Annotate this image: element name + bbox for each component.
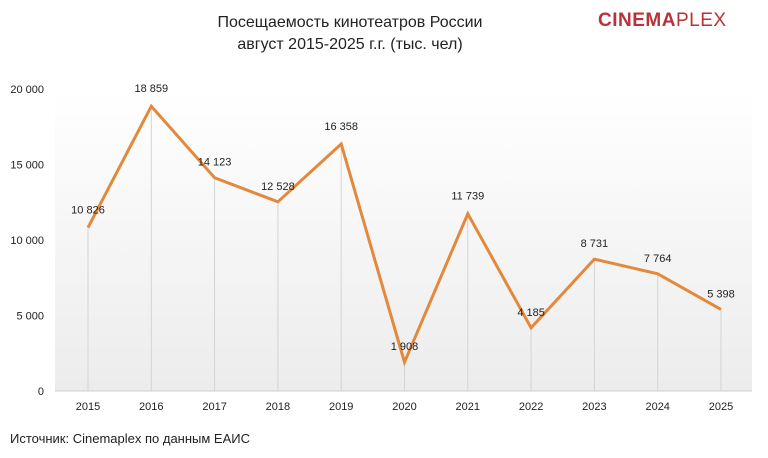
data-label: 18 859 — [134, 83, 168, 95]
chart-title-line1: Посещаемость кинотеатров России — [217, 14, 483, 31]
x-tick-label: 2017 — [202, 401, 226, 413]
data-label: 7 764 — [644, 253, 672, 265]
x-axis-ticks: 2015 2016 2017 2018 2019 2020 2021 2022 2023 2024… — [76, 401, 733, 413]
data-label: 8 731 — [581, 238, 609, 250]
data-label: 10 826 — [71, 205, 105, 217]
x-tick-label: 2025 — [709, 401, 733, 413]
drop-lines — [87, 106, 722, 391]
y-axis-ticks: 0 5 000 10 000 15 000 20 000 — [10, 84, 44, 398]
x-tick-label: 2024 — [645, 401, 669, 413]
x-tick-label: 2021 — [456, 401, 480, 413]
x-tick-label: 2016 — [139, 401, 163, 413]
y-tick-label: 20 000 — [10, 84, 44, 96]
x-tick-label: 2019 — [329, 401, 353, 413]
data-labels: 10 826 18 859 14 123 12 528 16 358 1 908 11 73… — [71, 83, 735, 353]
data-label: 5 398 — [707, 288, 735, 300]
data-label: 11 739 — [451, 191, 484, 203]
source-note: Источник: Cinemaplex по данным ЕАИС — [10, 431, 250, 446]
y-tick-label: 0 — [38, 386, 44, 398]
x-tick-label: 2015 — [76, 401, 100, 413]
logo-part-cinema: CINEMA — [598, 10, 676, 31]
plot-background — [55, 89, 752, 391]
cinemaplex-logo: CINEMAPLEX — [598, 10, 727, 32]
y-tick-label: 5 000 — [16, 311, 44, 323]
data-label: 1 908 — [391, 341, 419, 353]
chart-title: Посещаемость кинотеатров России август 2… — [150, 12, 550, 56]
x-tick-label: 2020 — [392, 401, 416, 413]
data-label: 14 123 — [198, 157, 232, 169]
chart-title-line2: август 2015-2025 г.г. (тыс. чел) — [237, 36, 463, 53]
data-label: 4 185 — [517, 307, 545, 319]
x-tick-label: 2023 — [582, 401, 606, 413]
series-line — [86, 103, 722, 367]
data-label: 12 528 — [261, 181, 295, 193]
data-label: 16 358 — [324, 121, 358, 133]
y-tick-label: 15 000 — [10, 160, 44, 172]
x-tick-label: 2022 — [519, 401, 543, 413]
y-tick-label: 10 000 — [10, 235, 44, 247]
x-tick-label: 2018 — [266, 401, 290, 413]
logo-part-plex: PLEX — [675, 10, 727, 31]
